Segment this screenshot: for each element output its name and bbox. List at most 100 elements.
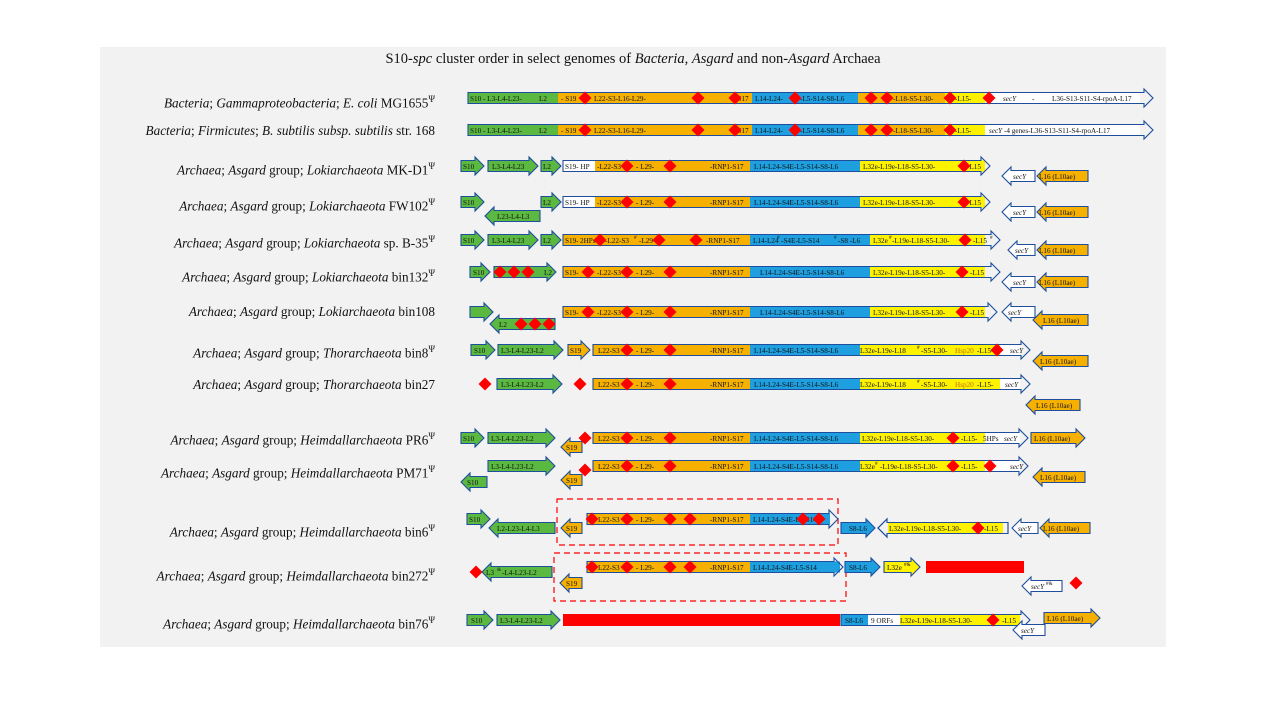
gene-label: S10 - L3-L4-L23-	[470, 127, 523, 135]
gene-label-superscript: #	[917, 345, 920, 351]
missing-region-bar	[926, 561, 1024, 573]
genome-label: Archaea; Asgard group; Lokiarchaeota sp.…	[174, 234, 435, 251]
insertion-marker	[943, 123, 957, 137]
gene-arrow	[466, 609, 494, 631]
gene-arrow	[1001, 201, 1036, 223]
insertion-marker	[663, 560, 677, 574]
gene-label: S19- HP	[565, 163, 590, 171]
gene-block	[858, 92, 945, 104]
insertion-marker	[796, 512, 810, 526]
gene-label: S19	[566, 477, 578, 485]
gene-label: L2	[539, 95, 547, 103]
gene-label: -RNP1-S17	[710, 463, 744, 471]
insertion-marker	[581, 265, 595, 279]
gene-label: -RNP1-S17	[710, 564, 744, 572]
gene-label: secY	[1021, 627, 1035, 635]
gene-arrow	[1032, 350, 1089, 372]
gene-arrow	[460, 155, 485, 177]
cluster-arrow	[467, 119, 1154, 141]
cluster-arrow	[562, 191, 991, 213]
gene-label: -4 genes-L36-S13-S11-S4-rpoA-L17	[1004, 127, 1111, 135]
gene-label: -RNP1-S17	[706, 237, 740, 245]
gene-label: L2	[543, 237, 551, 245]
gene-arrow	[460, 427, 485, 449]
cluster-arrow	[592, 427, 1029, 449]
gene-label: 9 ORFs	[871, 617, 893, 625]
gene-label: 5HPs	[983, 435, 999, 443]
gene-label: S10	[463, 199, 475, 207]
gene-label: S10	[474, 347, 486, 355]
gene-label: L2	[539, 127, 547, 135]
gene-label: L16 (L10ae)	[1043, 525, 1080, 533]
insertion-marker	[728, 91, 742, 105]
gene-block	[750, 234, 870, 246]
insertion-marker	[663, 305, 677, 319]
insertion-marker	[578, 431, 592, 445]
gene-label: L16 (L10ae)	[1036, 402, 1073, 410]
gene-label: secY	[1005, 381, 1019, 389]
gene-arrow	[844, 556, 881, 578]
insertion-marker	[982, 91, 996, 105]
gene-arrow	[487, 155, 539, 177]
gene-arrow	[1012, 619, 1046, 641]
cluster-arrow	[592, 455, 1029, 477]
gene-label: L22-S3	[598, 381, 620, 389]
gene-label: L16 (L10ae)	[1039, 247, 1076, 255]
gene-block	[750, 561, 840, 573]
gene-label: -L22-S3	[597, 199, 621, 207]
gene-label: -L19e-L18-S5-L30-	[892, 237, 950, 245]
insertion-marker	[620, 343, 634, 357]
gene-arrow	[883, 556, 921, 578]
gene-label: -L29-	[639, 237, 656, 245]
gene-label: -L18-S5-L30-	[893, 127, 934, 135]
gene-label: -L22-S3	[605, 237, 629, 245]
insertion-marker	[620, 459, 634, 473]
gene-arrow	[540, 191, 562, 213]
gene-label: L22-S3	[598, 564, 620, 572]
gene-block	[985, 432, 1020, 444]
gene-label: -RNP1-S17	[710, 269, 744, 277]
gene-block	[870, 234, 985, 246]
gene-label: S10	[463, 435, 475, 443]
gene-label: -L15	[967, 199, 981, 207]
gene-label: S19-	[565, 237, 579, 245]
gene-label: L3	[486, 569, 494, 577]
insertion-marker	[946, 431, 960, 445]
gene-label: L3-L4-L23-L2	[501, 381, 544, 389]
cluster-arrow	[562, 155, 991, 177]
gene-label: -L18-S5-L30-	[893, 95, 934, 103]
gene-label: -L15	[973, 237, 987, 245]
gene-block	[888, 522, 1003, 534]
gene-label: L2-L23-L4-L3	[497, 525, 540, 533]
gene-label: -L22-S3	[597, 309, 621, 317]
gene-label: L32e	[873, 237, 888, 245]
gene-arrow	[496, 609, 561, 631]
gene-block	[945, 92, 985, 104]
gene-arrow	[481, 561, 553, 583]
gene-arrow	[1032, 309, 1089, 331]
gene-label: secY	[1015, 247, 1029, 255]
cluster-arrow	[592, 339, 1031, 361]
gene-label: L14-L24-S4E-L5-S14-S8-L6	[754, 463, 839, 471]
gene-label: S19-	[565, 269, 579, 277]
gene-label: S10	[463, 237, 475, 245]
gene-label: S19-	[565, 309, 579, 317]
gene-label: - L29-	[636, 309, 655, 317]
gene-block	[900, 614, 993, 626]
gene-label: L16 (L10ae)	[1039, 209, 1076, 217]
gene-block	[750, 196, 860, 208]
gene-block	[558, 124, 720, 136]
insertion-marker	[958, 233, 972, 247]
gene-label: L32e-L19e-L18-S5-L30-	[889, 525, 962, 533]
gene-label: L22-S3	[598, 516, 620, 524]
gene-block	[985, 124, 1140, 136]
gene-arrow	[1043, 607, 1101, 629]
highlight-dashed-box	[553, 552, 847, 602]
gene-label: S8-L6	[849, 525, 867, 533]
gene-block	[860, 460, 985, 472]
gene-arrow	[460, 471, 488, 493]
gene-label: L16 (L10ae)	[1040, 474, 1077, 482]
gene-block	[750, 460, 860, 472]
gene-arrow	[540, 155, 562, 177]
gene-arrow	[469, 301, 494, 323]
